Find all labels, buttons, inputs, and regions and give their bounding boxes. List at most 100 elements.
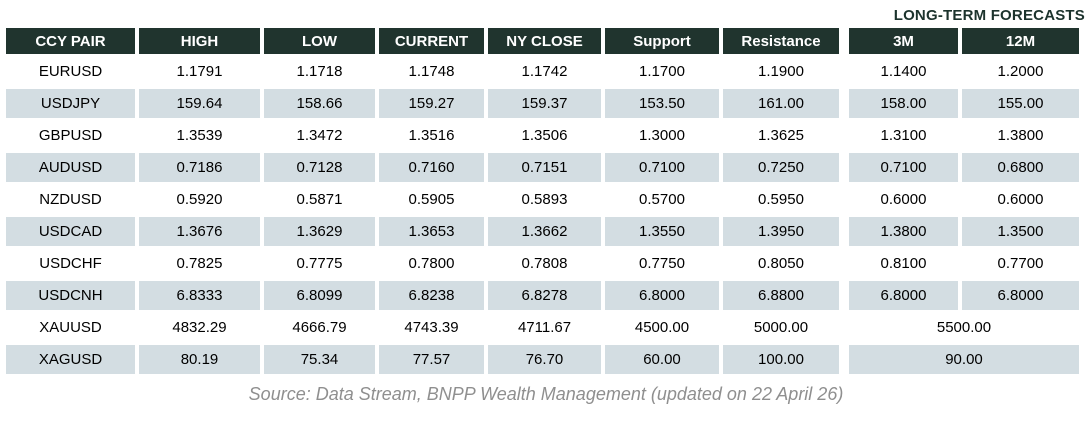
cell-high: 1.3676 xyxy=(139,217,260,246)
cell-forecast-3m: 1.1400 xyxy=(843,57,958,86)
table-row-nzdusd: NZDUSD 0.5920 0.5871 0.5905 0.5893 0.5700 0.59… xyxy=(6,185,1079,214)
cell-pair: USDCAD xyxy=(6,217,135,246)
cell-current: 0.5905 xyxy=(408,191,455,208)
table-body: EURUSD 1.1791 1.1718 1.1748 1.1742 1.1700 1.19… xyxy=(6,57,1079,374)
cell-resistance: 0.7250 xyxy=(723,153,839,182)
cell-ny-close: 0.7151 xyxy=(488,153,601,182)
table-row-usdcad: USDCAD 1.3676 1.3629 1.3653 1.3662 1.3550 1.39… xyxy=(6,217,1079,246)
cell-ny-close: 159.37 xyxy=(488,89,601,118)
cell-support: 6.8000 xyxy=(605,281,719,310)
table-row-usdjpy: USDJPY 159.64 158.66 159.27 159.37 153.50 161.… xyxy=(6,89,1079,118)
cell-pair: AUDUSD xyxy=(6,153,135,182)
cell-resistance: 0.5950 xyxy=(758,191,804,208)
cell-ny-close: 1.3662 xyxy=(488,217,601,246)
cell-resistance: 161.00 xyxy=(723,89,839,118)
table-row-usdcnh: USDCNH 6.8333 6.8099 6.8238 6.8278 6.8000 6.88… xyxy=(6,281,1079,310)
cell-high: 80.19 xyxy=(139,345,260,374)
column-header-ny-close: NY CLOSE xyxy=(488,28,601,54)
cell-high: 6.8333 xyxy=(139,281,260,310)
column-header-current: CURRENT xyxy=(379,28,484,54)
cell-current: 1.1748 xyxy=(408,63,455,80)
cell-high: 0.5920 xyxy=(176,191,223,208)
cell-ny-close: 0.7808 xyxy=(521,255,568,272)
table-row-gbpusd: GBPUSD 1.3539 1.3472 1.3516 1.3506 1.3000 1.36… xyxy=(6,121,1079,150)
table-row-audusd: AUDUSD 0.7186 0.7128 0.7160 0.7151 0.7100 0.72… xyxy=(6,153,1079,182)
cell-low: 1.3472 xyxy=(296,127,343,144)
cell-forecast-3m: 0.7100 xyxy=(843,153,958,182)
cell-resistance: 1.1900 xyxy=(758,63,804,80)
cell-support: 1.1700 xyxy=(639,63,685,80)
cell-current: 0.7160 xyxy=(379,153,484,182)
cell-low: 6.8099 xyxy=(264,281,375,310)
cell-high: 4832.29 xyxy=(172,319,227,336)
cell-support: 0.7100 xyxy=(605,153,719,182)
cell-forecast-3m: 1.3800 xyxy=(843,217,958,246)
column-header-3m: 3M xyxy=(843,28,958,54)
cell-low: 1.1718 xyxy=(296,63,343,80)
cell-pair: USDCNH xyxy=(6,281,135,310)
cell-pair: USDCHF xyxy=(39,255,102,272)
cell-resistance: 1.3950 xyxy=(723,217,839,246)
cell-ny-close: 1.1742 xyxy=(521,63,568,80)
cell-support: 0.7750 xyxy=(639,255,685,272)
cell-support: 4500.00 xyxy=(634,319,690,336)
cell-low: 0.5871 xyxy=(296,191,343,208)
cell-forecast-3m: 6.8000 xyxy=(843,281,958,310)
cell-pair: USDJPY xyxy=(6,89,135,118)
cell-ny-close: 4711.67 xyxy=(517,319,572,336)
long-term-forecasts-title: LONG-TERM FORECASTS xyxy=(893,7,1085,24)
cell-high: 0.7186 xyxy=(139,153,260,182)
cell-pair: EURUSD xyxy=(38,63,103,80)
cell-ny-close: 1.3506 xyxy=(521,127,568,144)
cell-high: 159.64 xyxy=(139,89,260,118)
cell-forecast-3m-12m-merged: 5500.00 xyxy=(843,313,1079,342)
cell-resistance: 5000.00 xyxy=(753,319,809,336)
fx-forecast-table: CCY PAIR HIGH LOW CURRENT NY CLOSE Suppo… xyxy=(2,25,1083,377)
cell-support: 1.3550 xyxy=(605,217,719,246)
cell-current: 6.8238 xyxy=(379,281,484,310)
cell-forecast-3m: 158.00 xyxy=(843,89,958,118)
cell-resistance: 100.00 xyxy=(723,345,839,374)
cell-pair: XAUUSD xyxy=(39,319,102,336)
cell-ny-close: 0.5893 xyxy=(521,191,568,208)
table-header-row: CCY PAIR HIGH LOW CURRENT NY CLOSE Suppo… xyxy=(6,28,1079,54)
cell-high: 1.1791 xyxy=(176,63,223,80)
cell-resistance: 0.8050 xyxy=(758,255,804,272)
cell-low: 0.7128 xyxy=(264,153,375,182)
cell-high: 1.3539 xyxy=(176,127,223,144)
cell-pair: XAGUSD xyxy=(6,345,135,374)
cell-low: 75.34 xyxy=(264,345,375,374)
cell-forecast-12m: 1.3500 xyxy=(962,217,1079,246)
table-row-usdchf: USDCHF 0.7825 0.7775 0.7800 0.7808 0.7750 0.80… xyxy=(6,249,1079,278)
table-row-eurusd: EURUSD 1.1791 1.1718 1.1748 1.1742 1.1700 1.19… xyxy=(6,57,1079,86)
cell-current: 1.3516 xyxy=(408,127,455,144)
cell-high: 0.7825 xyxy=(176,255,223,272)
cell-current: 0.7800 xyxy=(408,255,455,272)
cell-resistance: 1.3625 xyxy=(758,127,804,144)
cell-support: 1.3000 xyxy=(639,127,685,144)
column-header-12m: 12M xyxy=(962,28,1079,54)
cell-pair: GBPUSD xyxy=(38,127,103,144)
column-header-low: LOW xyxy=(264,28,375,54)
cell-pair: NZDUSD xyxy=(39,191,102,208)
cell-forecast-12m: 1.2000 xyxy=(997,63,1044,80)
cell-low: 0.7775 xyxy=(296,255,343,272)
column-header-ccy-pair: CCY PAIR xyxy=(6,28,135,54)
table-row-xagusd: XAGUSD 80.19 75.34 77.57 76.70 60.00 100.00 90.… xyxy=(6,345,1079,374)
cell-resistance: 6.8800 xyxy=(723,281,839,310)
cell-support: 60.00 xyxy=(605,345,719,374)
cell-forecast-3m: 0.6000 xyxy=(843,185,958,214)
cell-support: 0.5700 xyxy=(639,191,685,208)
cell-forecast-12m: 1.3800 xyxy=(997,127,1044,144)
cell-current: 1.3653 xyxy=(379,217,484,246)
cell-forecast-3m: 0.8100 xyxy=(843,249,958,278)
cell-forecast-3m-12m-merged: 90.00 xyxy=(843,345,1079,374)
cell-current: 77.57 xyxy=(379,345,484,374)
cell-low: 1.3629 xyxy=(264,217,375,246)
cell-low: 158.66 xyxy=(264,89,375,118)
column-header-support: Support xyxy=(605,28,719,54)
cell-forecast-12m: 0.6000 xyxy=(997,191,1044,208)
cell-support: 153.50 xyxy=(605,89,719,118)
table-row-xauusd: XAUUSD 4832.29 4666.79 4743.39 4711.67 4500.0… xyxy=(6,313,1079,342)
column-header-high: HIGH xyxy=(139,28,260,54)
